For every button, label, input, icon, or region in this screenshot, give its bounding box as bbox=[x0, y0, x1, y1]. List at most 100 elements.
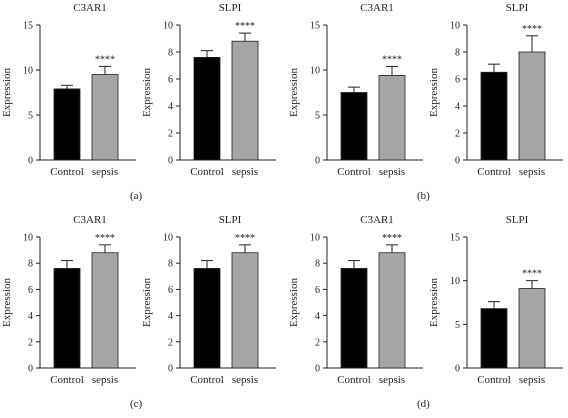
significance-label: **** bbox=[382, 54, 402, 65]
bar-control bbox=[480, 308, 508, 369]
y-tick-label: 0 bbox=[168, 156, 173, 167]
y-tick-label: 6 bbox=[315, 285, 320, 296]
y-tick-label: 4 bbox=[168, 102, 173, 113]
x-category-label: sepsis bbox=[92, 374, 118, 386]
x-category-label: Control bbox=[477, 166, 511, 178]
y-axis-label: Expression bbox=[288, 68, 300, 117]
y-axis-label: Expression bbox=[288, 278, 300, 327]
y-tick-label: 6 bbox=[168, 285, 173, 296]
y-axis-label: Expression bbox=[1, 278, 13, 327]
bar-control bbox=[53, 268, 81, 369]
panel-label-b: (b) bbox=[417, 190, 430, 202]
x-category-label: sepsis bbox=[519, 374, 545, 386]
y-tick-label: 5 bbox=[28, 111, 33, 122]
y-tick-label: 0 bbox=[315, 156, 320, 167]
y-tick-label: 10 bbox=[163, 233, 173, 244]
y-tick-label: 8 bbox=[168, 48, 173, 59]
x-category-label: sepsis bbox=[379, 166, 405, 178]
chart-title: SLPI bbox=[219, 214, 242, 226]
x-category-label: sepsis bbox=[232, 166, 258, 178]
bar-sepsis bbox=[91, 252, 119, 369]
y-tick-label: 10 bbox=[310, 233, 320, 244]
x-category-label: Control bbox=[477, 374, 511, 386]
chart-title: C3AR1 bbox=[360, 214, 394, 226]
bar-control bbox=[193, 268, 221, 369]
chart-title: C3AR1 bbox=[360, 2, 394, 14]
y-tick-label: 8 bbox=[168, 259, 173, 270]
y-tick-label: 5 bbox=[455, 320, 460, 331]
significance-label: **** bbox=[382, 233, 402, 244]
chart-title: SLPI bbox=[506, 2, 529, 14]
x-category-label: Control bbox=[337, 166, 371, 178]
significance-label: **** bbox=[95, 233, 115, 244]
y-tick-label: 15 bbox=[310, 21, 320, 32]
y-axis-label: Expression bbox=[141, 278, 153, 327]
panel-label-c: (c) bbox=[130, 398, 143, 410]
y-tick-label: 10 bbox=[310, 66, 320, 77]
significance-label: **** bbox=[522, 24, 542, 35]
y-tick-label: 4 bbox=[315, 311, 320, 322]
x-category-label: Control bbox=[190, 166, 224, 178]
y-tick-label: 6 bbox=[168, 75, 173, 86]
y-tick-label: 4 bbox=[28, 311, 33, 322]
y-tick-label: 10 bbox=[163, 21, 173, 32]
chart-title: SLPI bbox=[219, 2, 242, 14]
y-tick-label: 0 bbox=[28, 156, 33, 167]
y-tick-label: 2 bbox=[28, 337, 33, 348]
y-tick-label: 8 bbox=[315, 259, 320, 270]
x-category-label: sepsis bbox=[232, 374, 258, 386]
bar-control bbox=[53, 88, 81, 161]
bar-sepsis bbox=[518, 288, 546, 369]
bar-sepsis bbox=[231, 252, 259, 369]
y-tick-label: 0 bbox=[28, 364, 33, 375]
y-tick-label: 15 bbox=[450, 233, 460, 244]
y-tick-label: 4 bbox=[168, 311, 173, 322]
y-tick-label: 10 bbox=[450, 276, 460, 287]
y-tick-label: 10 bbox=[23, 233, 33, 244]
chart-title: SLPI bbox=[506, 214, 529, 226]
y-tick-label: 2 bbox=[168, 337, 173, 348]
chart-title: C3AR1 bbox=[73, 2, 107, 14]
y-axis-label: Expression bbox=[428, 68, 440, 117]
y-axis-label: Expression bbox=[1, 68, 13, 117]
significance-label: **** bbox=[235, 21, 255, 32]
bar-control bbox=[193, 57, 221, 161]
y-tick-label: 8 bbox=[28, 259, 33, 270]
bar-sepsis bbox=[231, 40, 259, 161]
y-tick-label: 2 bbox=[168, 129, 173, 140]
x-category-label: Control bbox=[50, 166, 84, 178]
y-axis-label: Expression bbox=[141, 68, 153, 117]
y-tick-label: 0 bbox=[455, 156, 460, 167]
bar-control bbox=[340, 268, 368, 369]
chart-title: C3AR1 bbox=[73, 214, 107, 226]
y-tick-label: 6 bbox=[28, 285, 33, 296]
x-category-label: Control bbox=[337, 374, 371, 386]
y-tick-label: 2 bbox=[455, 129, 460, 140]
significance-label: **** bbox=[95, 54, 115, 65]
y-tick-label: 5 bbox=[315, 111, 320, 122]
bar-sepsis bbox=[378, 75, 406, 161]
y-tick-label: 0 bbox=[455, 364, 460, 375]
x-category-label: sepsis bbox=[92, 166, 118, 178]
x-category-label: sepsis bbox=[519, 166, 545, 178]
y-tick-label: 10 bbox=[23, 66, 33, 77]
significance-label: **** bbox=[235, 233, 255, 244]
panel-label-a: (a) bbox=[130, 190, 143, 202]
y-axis-label: Expression bbox=[428, 278, 440, 327]
y-tick-label: 8 bbox=[455, 48, 460, 59]
y-tick-label: 2 bbox=[315, 337, 320, 348]
panel-label-d: (d) bbox=[417, 398, 430, 410]
x-category-label: Control bbox=[50, 374, 84, 386]
bar-control bbox=[340, 92, 368, 161]
y-tick-label: 0 bbox=[315, 364, 320, 375]
y-tick-label: 6 bbox=[455, 75, 460, 86]
bar-sepsis bbox=[518, 51, 546, 161]
bar-control bbox=[480, 71, 508, 161]
y-tick-label: 10 bbox=[450, 21, 460, 32]
significance-label: **** bbox=[522, 269, 542, 280]
x-category-label: Control bbox=[190, 374, 224, 386]
y-tick-label: 4 bbox=[455, 102, 460, 113]
y-tick-label: 0 bbox=[168, 364, 173, 375]
